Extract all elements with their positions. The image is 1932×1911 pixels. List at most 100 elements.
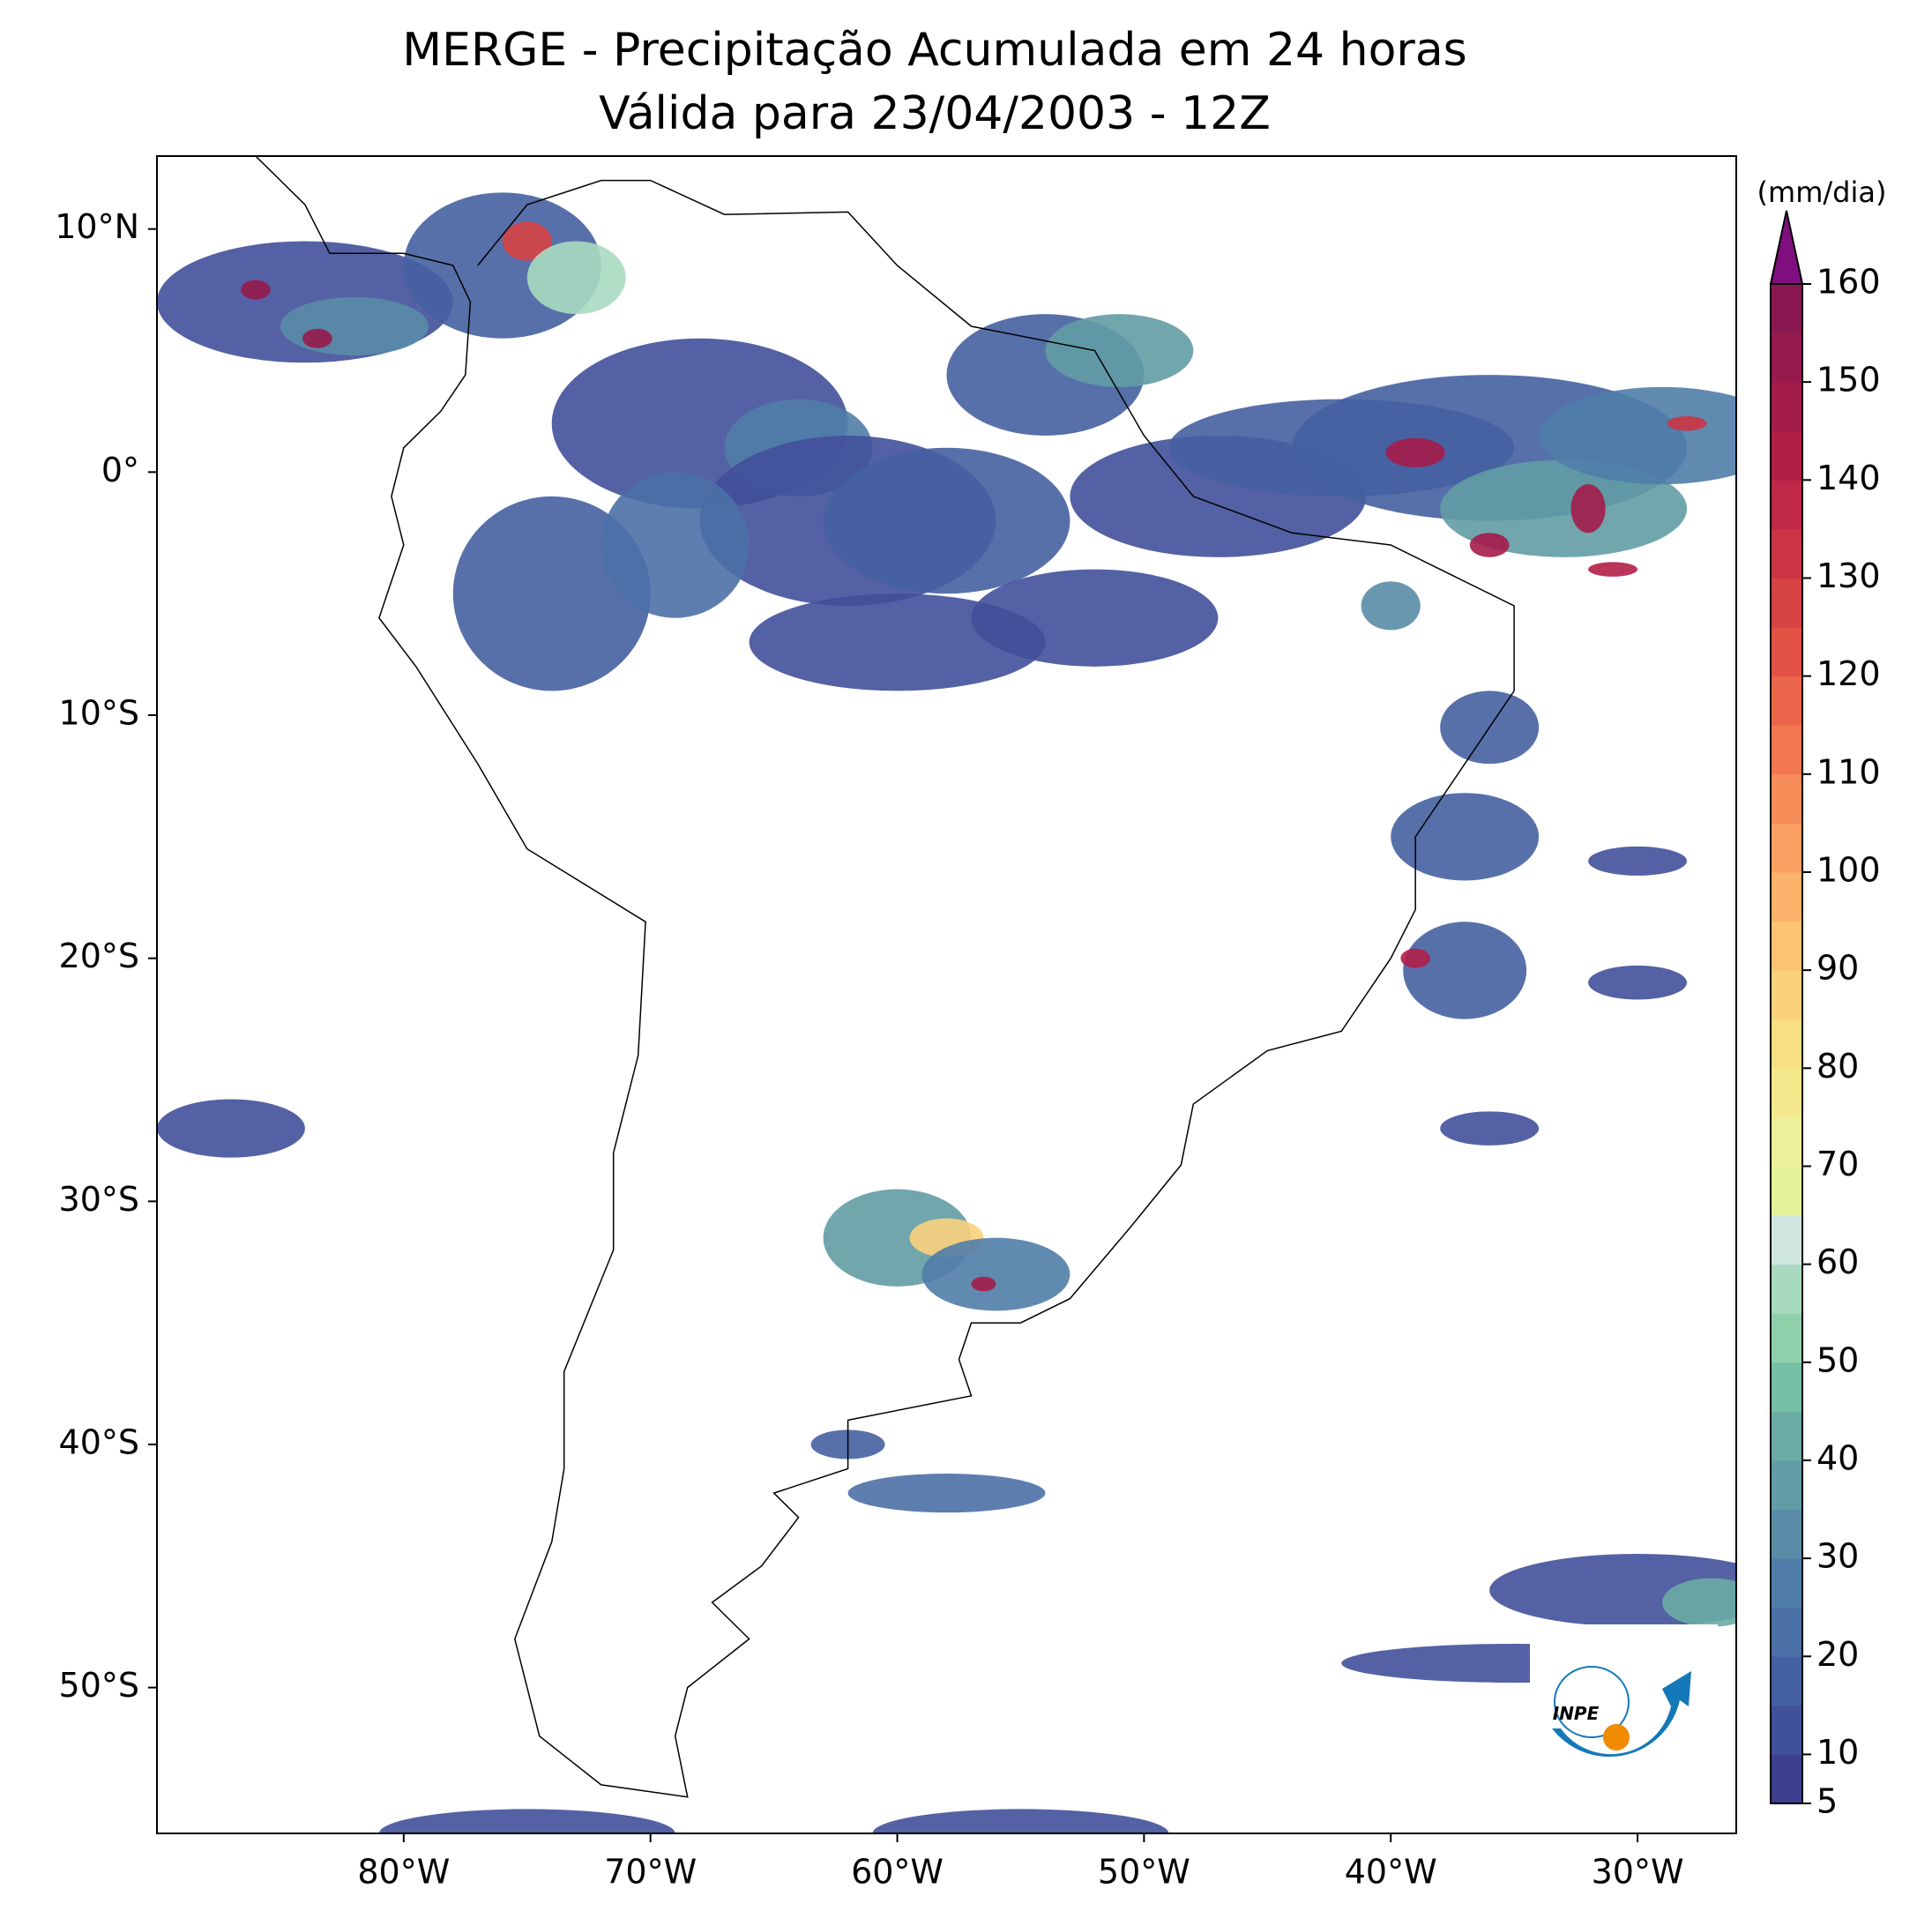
y-tick-label: 40°S bbox=[59, 1422, 139, 1461]
map-area bbox=[157, 156, 1736, 1833]
colorbar-band bbox=[1771, 578, 1802, 628]
colorbar-band bbox=[1771, 1558, 1802, 1609]
logo-text: INPE bbox=[1553, 1703, 1600, 1724]
colorbar-tick-label: 140 bbox=[1816, 459, 1881, 497]
map-frame bbox=[156, 155, 1737, 1834]
colorbar-label: (mm/dia) bbox=[1757, 175, 1887, 209]
x-tick-label: 70°W bbox=[604, 1853, 697, 1892]
precip-area bbox=[1469, 533, 1510, 557]
precip-area bbox=[1539, 386, 1736, 485]
colorbar-band bbox=[1771, 1607, 1802, 1657]
colorbar-band bbox=[1771, 284, 1802, 334]
precip-area bbox=[1588, 965, 1688, 1000]
logo: INPE bbox=[1530, 1624, 1718, 1783]
y-tick-label: 0° bbox=[101, 451, 139, 489]
colorbar-tick-label: 40 bbox=[1816, 1438, 1859, 1477]
x-tick-label: 80°W bbox=[357, 1853, 450, 1892]
precip-area bbox=[1403, 922, 1527, 1019]
logo-sun bbox=[1603, 1724, 1630, 1751]
logo-orbit bbox=[1554, 1666, 1630, 1738]
precip-area bbox=[302, 328, 332, 348]
logo-arrow bbox=[1552, 1671, 1691, 1758]
colorbar-band bbox=[1771, 1459, 1802, 1511]
precip-area bbox=[378, 1809, 675, 1833]
colorbar-band bbox=[1771, 1362, 1802, 1412]
precip-area bbox=[1440, 459, 1688, 557]
precip-area bbox=[502, 221, 552, 261]
precip-area bbox=[1385, 437, 1445, 467]
precip-area bbox=[1361, 581, 1421, 631]
colorbar-band bbox=[1771, 382, 1802, 432]
colorbar-band bbox=[1771, 1411, 1802, 1461]
precip-area bbox=[1570, 484, 1606, 534]
colorbar-band bbox=[1771, 1656, 1802, 1706]
precip-area bbox=[749, 593, 1046, 691]
chart-subtitle: Válida para 23/04/2003 - 12Z bbox=[599, 87, 1271, 140]
colorbar-band bbox=[1771, 1215, 1802, 1265]
colorbar-tick-label: 30 bbox=[1816, 1537, 1859, 1576]
colorbar-band bbox=[1771, 1166, 1802, 1216]
precip-area bbox=[872, 1809, 1169, 1833]
colorbar-tick-label: 110 bbox=[1816, 752, 1881, 791]
colorbar-tick-label: 130 bbox=[1816, 556, 1881, 595]
colorbar-band bbox=[1771, 1019, 1802, 1069]
colorbar-tick-label: 150 bbox=[1816, 361, 1881, 399]
colorbar-band bbox=[1771, 1754, 1802, 1804]
x-tick-label: 40°W bbox=[1345, 1853, 1437, 1892]
y-tick-label: 10°S bbox=[59, 694, 139, 733]
chart-title: MERGE - Precipitação Acumulada em 24 hor… bbox=[402, 24, 1467, 77]
precip-area bbox=[971, 1276, 996, 1292]
colorbar-tick-label: 60 bbox=[1816, 1243, 1859, 1281]
y-tick-label: 10°N bbox=[55, 207, 139, 246]
colorbar-band bbox=[1771, 1313, 1802, 1363]
colorbar-tick-label: 120 bbox=[1816, 654, 1881, 693]
precip-area bbox=[823, 447, 1070, 594]
precip-area bbox=[157, 1099, 305, 1158]
colorbar-tick-label: 100 bbox=[1816, 850, 1881, 889]
colorbar-extend bbox=[1769, 210, 1804, 285]
colorbar-band bbox=[1771, 823, 1802, 873]
precip-area bbox=[241, 280, 271, 300]
colorbar-band bbox=[1771, 676, 1802, 726]
colorbar-band bbox=[1771, 1509, 1802, 1559]
colorbar-frame bbox=[1770, 283, 1803, 1804]
colorbar-band bbox=[1771, 627, 1802, 677]
colorbar-tick-label: 90 bbox=[1816, 949, 1859, 988]
precip-area bbox=[1440, 1111, 1540, 1146]
y-tick-label: 30°S bbox=[59, 1180, 139, 1219]
precip-area bbox=[600, 472, 750, 618]
colorbar-tick-label: 160 bbox=[1816, 263, 1881, 302]
colorbar-tick-label: 70 bbox=[1816, 1145, 1859, 1183]
colorbar-band bbox=[1771, 1068, 1802, 1118]
colorbar-band bbox=[1771, 1264, 1802, 1314]
colorbar-band bbox=[1771, 970, 1802, 1020]
colorbar-band bbox=[1771, 528, 1802, 579]
precip-area bbox=[1667, 415, 1707, 431]
precip-area bbox=[1588, 846, 1688, 876]
colorbar-band bbox=[1771, 773, 1802, 824]
precip-area bbox=[921, 1237, 1070, 1311]
colorbar-band bbox=[1771, 1705, 1802, 1755]
precip-area bbox=[1662, 1578, 1736, 1627]
precip-area bbox=[1588, 562, 1638, 577]
precip-area bbox=[1391, 793, 1540, 881]
colorbar-tick-label: 50 bbox=[1816, 1340, 1859, 1379]
y-tick-label: 20°S bbox=[59, 937, 139, 975]
precip-area bbox=[1400, 948, 1430, 968]
y-tick-label: 50°S bbox=[59, 1666, 139, 1705]
colorbar-band bbox=[1771, 480, 1802, 530]
colorbar-band bbox=[1771, 332, 1802, 383]
x-tick-label: 60°W bbox=[851, 1853, 944, 1892]
x-tick-label: 50°W bbox=[1098, 1853, 1190, 1892]
precip-area bbox=[1045, 314, 1194, 387]
precip-area bbox=[1489, 1554, 1736, 1627]
colorbar-band bbox=[1771, 1116, 1802, 1167]
coastline bbox=[255, 156, 1515, 1798]
colorbar-tick-label: 80 bbox=[1816, 1047, 1859, 1086]
colorbar-tick-label: 20 bbox=[1816, 1635, 1859, 1674]
colorbar-band bbox=[1771, 921, 1802, 971]
colorbar-tick-label: 5 bbox=[1816, 1782, 1838, 1821]
x-tick-label: 30°W bbox=[1592, 1853, 1684, 1892]
